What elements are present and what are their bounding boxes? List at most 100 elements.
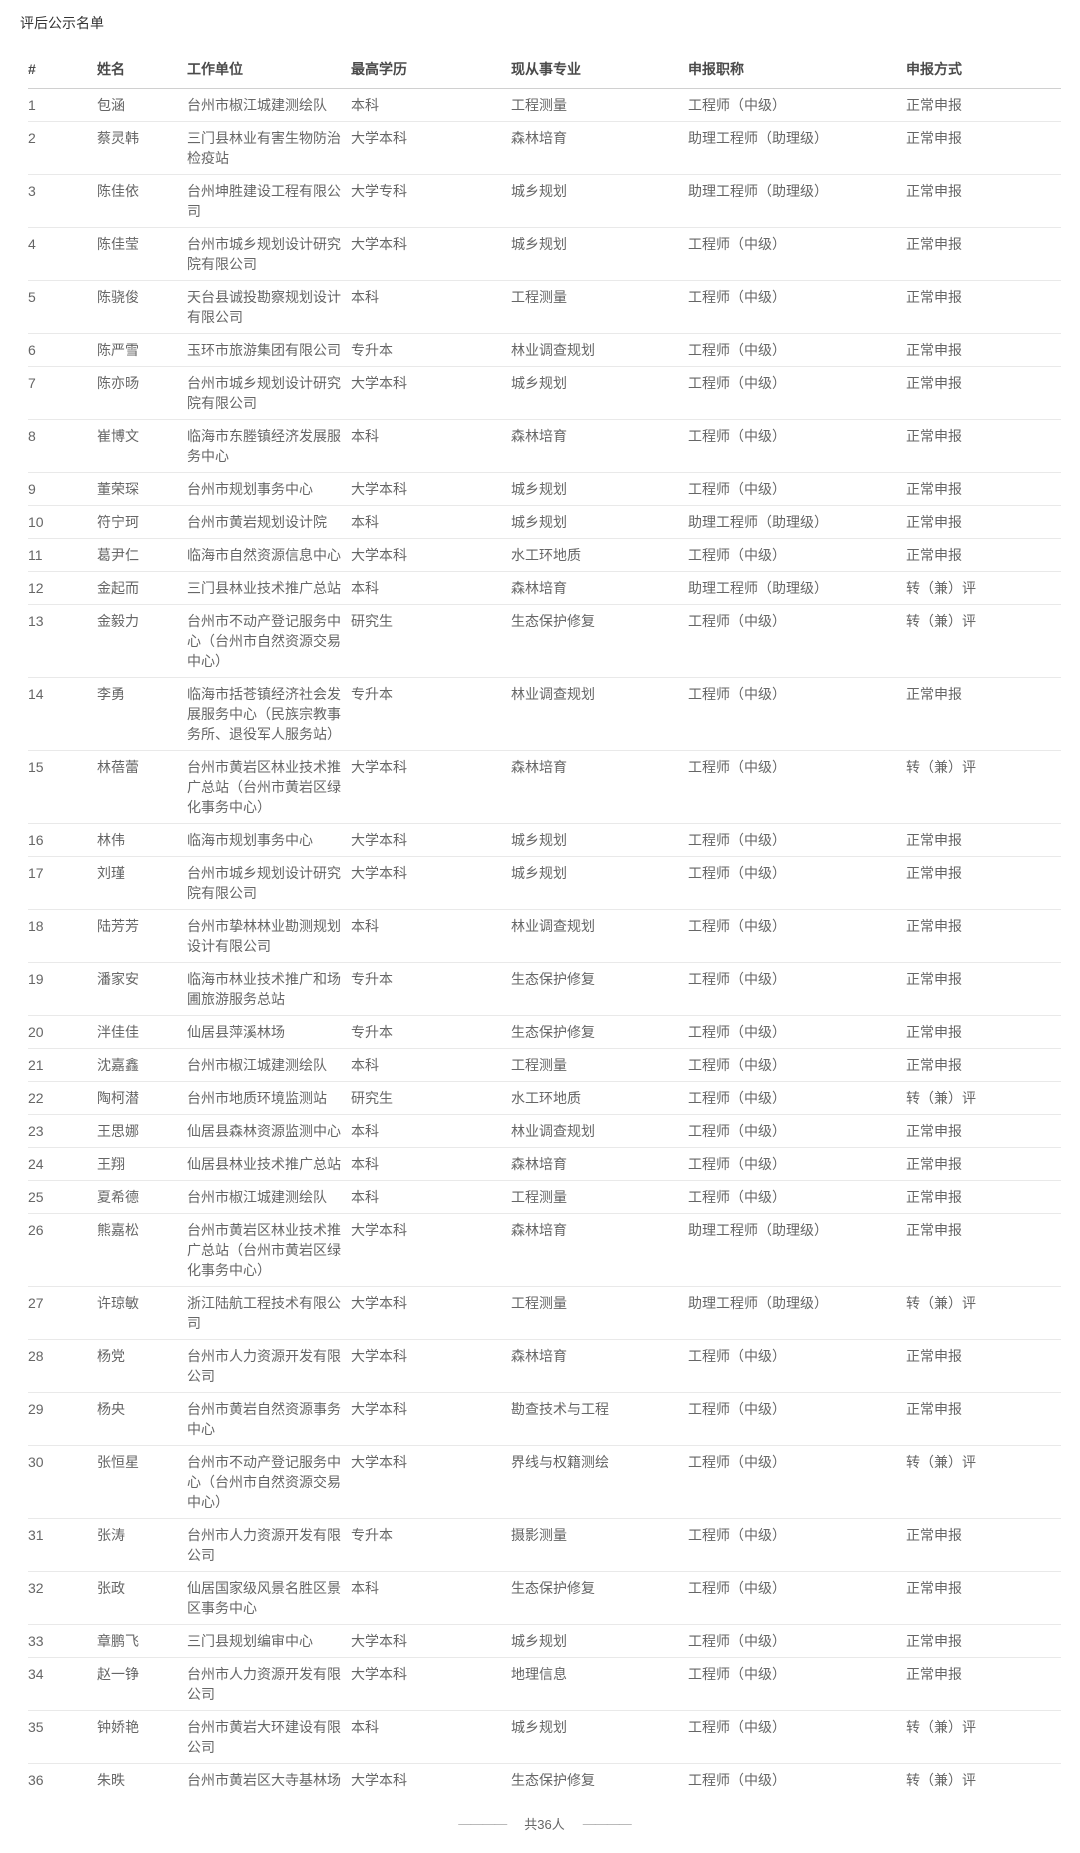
cell-name: 夏希德	[97, 1180, 187, 1214]
cell-name: 赵一铮	[97, 1657, 187, 1711]
cell-name: 蔡灵韩	[97, 121, 187, 175]
cell-profession: 水工环地质	[511, 538, 688, 572]
cell-application-method: 正常申报	[906, 333, 1061, 367]
cell-application-method: 正常申报	[906, 1392, 1061, 1446]
cell-application-method: 正常申报	[906, 677, 1061, 751]
cell-name: 陈佳依	[97, 174, 187, 228]
cell-application-method: 正常申报	[906, 121, 1061, 175]
cell-application-method: 转（兼）评	[906, 1286, 1061, 1340]
cell-application-method: 转（兼）评	[906, 1445, 1061, 1519]
cell-work-unit: 临海市自然资源信息中心	[187, 538, 351, 572]
cell-name: 朱昳	[97, 1772, 125, 1788]
cell-application-method: 正常申报	[906, 909, 1061, 963]
cell-declared-title: 工程师（中级）	[688, 1147, 906, 1181]
table-row: 13 金毅力 台州市不动产登记服务中心（台州市自然资源交易中心） 研究生 生态保护修复工…	[28, 604, 1061, 678]
cell-work-unit: 台州市黄岩自然资源事务中心	[187, 1392, 351, 1446]
cell-profession: 生态保护修复	[511, 1571, 688, 1625]
cell-application-method: 正常申报	[906, 419, 1061, 473]
cell-work-unit: 台州市不动产登记服务中心（台州市自然资源交易中心）	[187, 1445, 351, 1519]
cell-profession: 生态保护修复	[511, 962, 688, 1016]
cell-name: 章鹏飞	[97, 1624, 187, 1658]
cell-work-unit: 台州市黄岩大环建设有限公司	[187, 1710, 351, 1764]
table-row: 6 陈严雪 玉环市旅游集团有限公司 专升本 林业调查规划 工程师（中级） 正常申报	[28, 333, 1061, 367]
table-row: 5 陈骁俊 天台县诚投勘察规划设计有限公司 本科 工程测量 工程师（中级） 正常申报	[28, 280, 1061, 334]
cell-profession: 工程测量	[511, 88, 688, 122]
cell-name: 陈严雪	[97, 333, 187, 367]
cell-profession: 工程测量	[511, 1286, 688, 1340]
table-row: 16 林伟 临海市规划事务中心 大学本科 城乡规划 工程师（中级） 正常申报	[28, 823, 1061, 857]
table-row: 11 葛尹仁 临海市自然资源信息中心 大学本科 水工环地质 工程师（中级） 正常申报	[28, 538, 1061, 572]
cell-work-unit: 天台县诚投勘察规划设计有限公司	[187, 280, 351, 334]
cell-declared-title: 工程师（中级）	[688, 280, 906, 334]
cell-index: 22	[28, 1081, 97, 1115]
cell-education: 大学专科	[351, 174, 511, 228]
cell-profession: 森林培育	[511, 419, 688, 473]
cell-name: 许琼敏	[97, 1286, 187, 1340]
cell-profession: 林业调查规划	[511, 909, 688, 963]
cell-work-unit: 三门县林业有害生物防治检疫站	[187, 121, 351, 175]
cell-education: 大学本科	[351, 472, 511, 506]
cell-index: 26	[28, 1213, 97, 1287]
cell-application-method: 正常申报	[906, 1339, 1061, 1393]
cell-name: 崔博文	[97, 419, 187, 473]
cell-work-unit: 台州市城乡规划设计研究院有限公司	[187, 366, 351, 420]
cell-profession: 界线与权籍测绘	[511, 1445, 688, 1519]
cell-index: 9	[28, 472, 97, 506]
cell-name: 陶柯潜	[97, 1081, 187, 1115]
cell-name: 张涛	[97, 1518, 187, 1572]
cell-name: 金毅力	[97, 604, 187, 678]
cell-work-unit: 台州市规划事务中心	[187, 472, 351, 506]
table-row: 14 李勇 临海市括苍镇经济社会发展服务中心（民族宗教事务所、退役军人服务站） 专升本…	[28, 677, 1061, 751]
table-row: 15 林蓓蕾 台州市黄岩区林业技术推广总站（台州市黄岩区绿化事务中心） 大学本科 森林培…	[28, 750, 1061, 824]
cell-education: 专升本	[351, 333, 511, 367]
cell-profession: 城乡规划	[511, 1624, 688, 1658]
cell-name: 刘瑾	[97, 856, 187, 910]
cell-application-method: 正常申报	[906, 1180, 1061, 1214]
cell-work-unit: 台州市椒江城建测绘队	[187, 88, 351, 122]
cell-declared-title: 工程师（中级）	[688, 1710, 906, 1764]
table-row: 34 赵一铮 台州市人力资源开发有限公司 大学本科 地理信息 工程师（中级） 正常申报	[28, 1657, 1061, 1711]
cell-education: 专升本	[351, 1015, 511, 1049]
cell-declared-title: 工程师（中级）	[688, 366, 906, 420]
cell-profession: 工程测量	[511, 280, 688, 334]
cell-index: 4	[28, 227, 97, 281]
cell-declared-title: 工程师（中级）	[688, 538, 906, 572]
cell-name: 陈骁俊	[97, 280, 187, 334]
table-row: 7 陈亦旸 台州市城乡规划设计研究院有限公司 大学本科 城乡规划 工程师（中级） 正常申报	[28, 366, 1061, 420]
cell-work-unit: 台州市城乡规划设计研究院有限公司	[187, 227, 351, 281]
page-title: 评后公示名单	[20, 15, 104, 31]
table-row: 17 刘瑾 台州市城乡规划设计研究院有限公司 大学本科 城乡规划 工程师（中级） 正常申报	[28, 856, 1061, 910]
cell-declared-title: 助理工程师（助理级）	[688, 174, 906, 228]
cell-work-unit: 台州市黄岩区林业技术推广总站（台州市黄岩区绿化事务中心）	[187, 750, 351, 824]
cell-declared-title: 工程师（中级）	[688, 419, 906, 473]
cell-work-unit: 台州市黄岩区大寺基林场	[187, 1772, 341, 1788]
cell-profession: 生态保护修复	[511, 1772, 595, 1788]
table-row: 36 朱昳 台州市黄岩区大寺基林场 大学本科 生态保护修复 工程师（中级） 转（兼）评	[28, 1764, 1061, 1797]
table-row: 12 金起而 三门县林业技术推广总站 本科 森林培育 助理工程师（助理级） 转（兼）评	[28, 571, 1061, 605]
cell-profession: 城乡规划	[511, 174, 688, 228]
cell-education: 大学本科	[351, 366, 511, 420]
cell-work-unit: 玉环市旅游集团有限公司	[187, 333, 351, 367]
cell-application-method: 正常申报	[906, 962, 1061, 1016]
cell-work-unit: 仙居国家级风景名胜区景区事务中心	[187, 1571, 351, 1625]
cell-profession: 水工环地质	[511, 1081, 688, 1115]
cell-education: 大学本科	[351, 1213, 511, 1287]
cell-work-unit: 仙居县萍溪林场	[187, 1015, 351, 1049]
cell-declared-title: 工程师（中级）	[688, 333, 906, 367]
table-row: 9 董荣琛 台州市规划事务中心 大学本科 城乡规划 工程师（中级） 正常申报	[28, 472, 1061, 506]
cell-declared-title: 助理工程师（助理级）	[688, 121, 906, 175]
cell-index: 17	[28, 856, 97, 910]
cell-name: 张恒星	[97, 1445, 187, 1519]
cell-work-unit: 台州市椒江城建测绘队	[187, 1048, 351, 1082]
cell-work-unit: 台州市人力资源开发有限公司	[187, 1657, 351, 1711]
cell-index: 28	[28, 1339, 97, 1393]
cell-name: 董荣琛	[97, 472, 187, 506]
cell-work-unit: 台州市人力资源开发有限公司	[187, 1339, 351, 1393]
cell-name: 包涵	[97, 88, 187, 122]
table-row: 21 沈嘉鑫 台州市椒江城建测绘队 本科 工程测量 工程师（中级） 正常申报	[28, 1048, 1061, 1082]
cell-declared-title: 工程师（中级）	[688, 1624, 906, 1658]
cell-education: 本科	[351, 909, 511, 963]
cell-index: 13	[28, 604, 97, 678]
cell-profession: 摄影测量	[511, 1518, 688, 1572]
